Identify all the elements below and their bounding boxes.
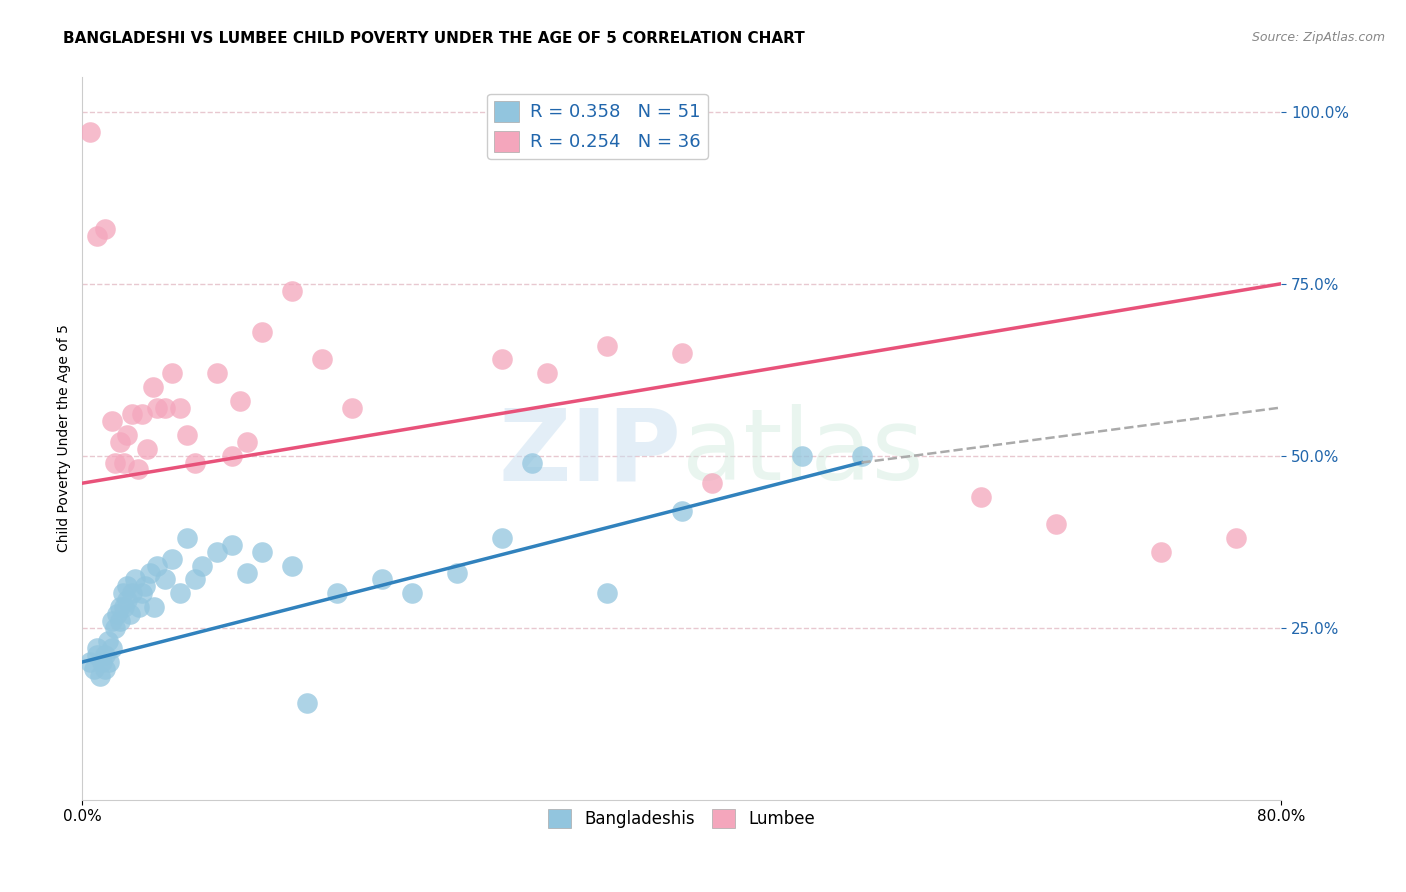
Text: ZIP: ZIP [499, 404, 682, 501]
Point [86, 641, 108, 656]
Point [176, 428, 198, 442]
Point [281, 284, 304, 298]
Point [128, 599, 150, 614]
Point [169, 401, 191, 415]
Point [236, 434, 259, 449]
Point [143, 599, 166, 614]
Point [371, 573, 394, 587]
Point [295, 696, 318, 710]
Point [153, 401, 176, 415]
Point [153, 573, 176, 587]
Point [117, 428, 139, 442]
Point [112, 599, 135, 614]
Point [146, 558, 169, 573]
Point [250, 545, 273, 559]
Point [228, 393, 250, 408]
Point [160, 551, 183, 566]
Point [970, 490, 993, 504]
Point [169, 586, 191, 600]
Point [104, 456, 127, 470]
Point [97, 634, 120, 648]
Point [160, 366, 183, 380]
Point [142, 380, 165, 394]
Y-axis label: Child Poverty Under the Age of 5: Child Poverty Under the Age of 5 [58, 325, 72, 552]
Point [851, 449, 873, 463]
Point [108, 614, 131, 628]
Point [108, 599, 131, 614]
Point [98, 655, 121, 669]
Text: atlas: atlas [682, 404, 924, 501]
Point [124, 573, 146, 587]
Point [491, 352, 513, 367]
Point [596, 586, 619, 600]
Point [205, 366, 228, 380]
Point [111, 586, 134, 600]
Point [700, 476, 723, 491]
Point [221, 449, 243, 463]
Point [131, 408, 153, 422]
Point [1225, 531, 1247, 545]
Point [146, 401, 169, 415]
Point [83, 662, 105, 676]
Legend: Bangladeshis, Lumbee: Bangladeshis, Lumbee [541, 802, 823, 835]
Point [79, 655, 101, 669]
Point [120, 607, 142, 621]
Point [117, 579, 139, 593]
Text: BANGLADESHI VS LUMBEE CHILD POVERTY UNDER THE AGE OF 5 CORRELATION CHART: BANGLADESHI VS LUMBEE CHILD POVERTY UNDE… [63, 31, 806, 46]
Point [79, 125, 101, 139]
Point [134, 579, 156, 593]
Point [127, 462, 149, 476]
Point [520, 456, 543, 470]
Point [135, 442, 157, 456]
Point [104, 621, 127, 635]
Point [108, 434, 131, 449]
Point [101, 614, 124, 628]
Point [94, 662, 117, 676]
Point [183, 456, 205, 470]
Point [121, 586, 143, 600]
Point [86, 648, 108, 662]
Point [326, 586, 349, 600]
Point [191, 558, 214, 573]
Point [446, 566, 468, 580]
Point [281, 558, 304, 573]
Point [340, 401, 363, 415]
Point [101, 414, 124, 428]
Point [1045, 517, 1067, 532]
Point [121, 408, 143, 422]
Point [671, 504, 693, 518]
Point [94, 221, 117, 235]
Point [236, 566, 259, 580]
Point [101, 641, 124, 656]
Point [94, 648, 117, 662]
Point [131, 586, 153, 600]
Point [250, 325, 273, 339]
Point [1150, 545, 1173, 559]
Point [205, 545, 228, 559]
Point [671, 345, 693, 359]
Point [596, 338, 619, 352]
Point [176, 531, 198, 545]
Point [536, 366, 558, 380]
Point [221, 538, 243, 552]
Point [401, 586, 423, 600]
Point [90, 655, 112, 669]
Point [138, 566, 160, 580]
Point [790, 449, 813, 463]
Text: Source: ZipAtlas.com: Source: ZipAtlas.com [1251, 31, 1385, 45]
Point [86, 228, 108, 243]
Point [117, 593, 139, 607]
Point [311, 352, 333, 367]
Point [105, 607, 128, 621]
Point [491, 531, 513, 545]
Point [112, 456, 135, 470]
Point [89, 669, 111, 683]
Point [183, 573, 205, 587]
